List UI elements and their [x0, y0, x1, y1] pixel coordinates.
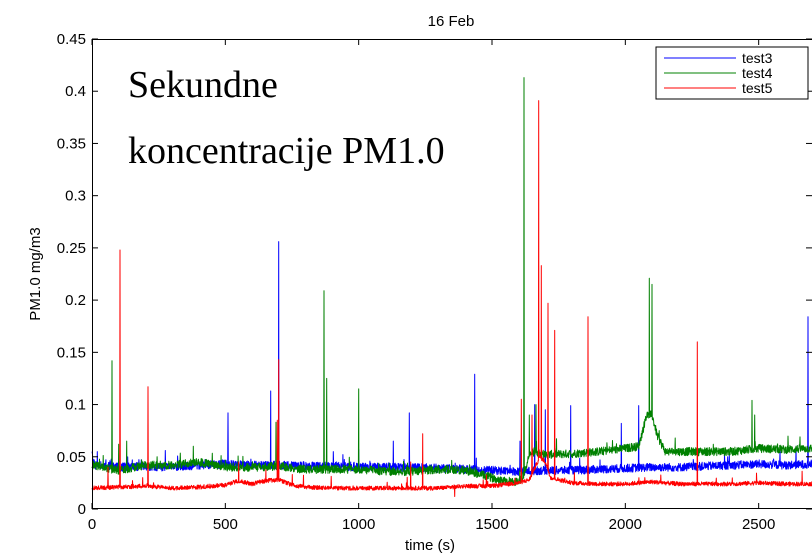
- annotation-line-1: Sekundne: [128, 64, 278, 106]
- y-tick-label: 0.25: [57, 240, 86, 257]
- annotation-line-2: koncentracije PM1.0: [128, 130, 445, 172]
- legend-label-test5: test5: [742, 80, 773, 96]
- x-tick-label: 500: [213, 516, 238, 533]
- series-line-test4: [91, 77, 812, 487]
- y-tick-label: 0.15: [57, 344, 86, 361]
- x-tick-label: 2500: [742, 516, 775, 533]
- plot-frame: [92, 39, 812, 509]
- legend-label-test3: test3: [742, 50, 773, 66]
- y-tick-label: 0.1: [65, 397, 86, 414]
- y-tick-label: 0.35: [57, 135, 86, 152]
- chart-title: 16 Feb: [428, 13, 475, 30]
- series-line-test5: [91, 100, 812, 497]
- x-axis-title: time (s): [405, 537, 455, 554]
- y-tick-label: 0.05: [57, 449, 86, 466]
- x-tick-label: 1500: [475, 516, 508, 533]
- y-axis-title: PM1.0 mg/m3: [27, 227, 44, 320]
- y-tick-label: 0.45: [57, 31, 86, 48]
- y-tick-label: 0: [78, 501, 86, 518]
- x-tick-label: 1000: [342, 516, 375, 533]
- y-tick-label: 0.2: [65, 292, 86, 309]
- legend-label-test4: test4: [742, 65, 773, 81]
- y-tick-label: 0.4: [65, 83, 86, 100]
- ticks-layer: 0 500 1000 1500 2000 2500 0 0.05 0.1 0.15 0.2 0.25 0…: [57, 31, 812, 533]
- x-tick-label: 0: [88, 516, 96, 533]
- series-layer: [91, 77, 812, 497]
- y-tick-label: 0.3: [65, 188, 86, 205]
- plot-area: [92, 39, 812, 509]
- x-tick-label: 2000: [609, 516, 642, 533]
